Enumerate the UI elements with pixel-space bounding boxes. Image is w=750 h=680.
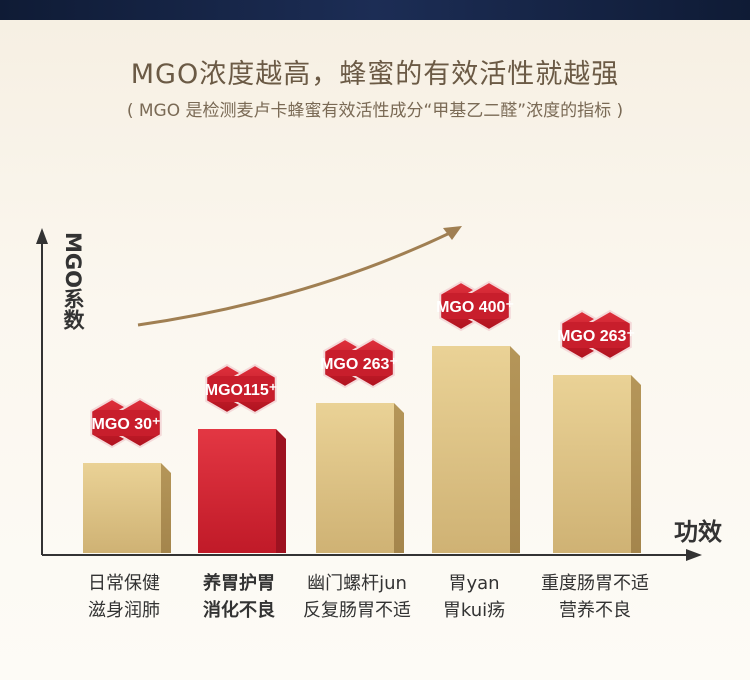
y-axis-label: MGO系数 [61,232,85,330]
bar-3 [316,403,404,553]
category-label-line: 胃kui疡 [442,600,506,621]
x-axis-label: 功效 [674,518,722,546]
category-label-line: 重度肠胃不适 [541,573,649,594]
x-axis-arrowhead [686,549,702,561]
bar-value-label: MGO 263⁺ [557,328,635,345]
category-label-line: 反复肠胃不适 [303,600,411,621]
page-subtitle: ( MGO 是检测麦卢卡蜂蜜有效活性成分“甲基乙二醛”浓度的指标 ) [126,101,624,121]
y-axis-arrowhead [36,228,48,244]
bar-1 [83,463,171,553]
trend-arrow [137,226,462,327]
category-label-line: 养胃护胃 [203,573,275,594]
category-label-line: 滋身润肺 [88,600,160,621]
category-label-line: 营养不良 [559,600,631,621]
bar-2 [198,429,286,553]
category-label-line: 胃yan [448,573,500,594]
category-label-line: 日常保健 [88,573,160,594]
category-label-5: 重度肠胃不适 营养不良 [520,570,670,624]
bar-value-label: MGO 30⁺ [92,416,161,433]
bar-value-label: MGO 263⁺ [320,356,398,373]
bar-value-label: MGO115⁺ [205,382,277,399]
mgo-badge-3: MGO 263⁺ [320,337,398,389]
mgo-badge-1: MGO 30⁺ [90,397,162,449]
page-title: MGO浓度越高，蜂蜜的有效活性就越强 [130,59,620,90]
bar-value-label: MGO 400⁺ [436,299,514,316]
category-label-2: 养胃护胃 消化不良 [164,570,314,624]
category-label-3: 幽门螺杆jun 反复肠胃不适 [282,570,432,624]
mgo-badge-2: MGO115⁺ [205,363,277,415]
top-banner-bar [0,0,750,20]
mgo-badge-4: MGO 400⁺ [436,280,514,332]
category-label-line: 消化不良 [203,600,275,621]
category-label-line: 幽门螺杆jun [307,573,407,594]
category-label-1: 日常保健 滋身润肺 [49,570,199,624]
category-label-4: 胃yan 胃kui疡 [399,570,549,624]
bar-5 [553,375,641,553]
bar-4 [432,346,520,553]
mgo-badge-5: MGO 263⁺ [557,309,635,361]
